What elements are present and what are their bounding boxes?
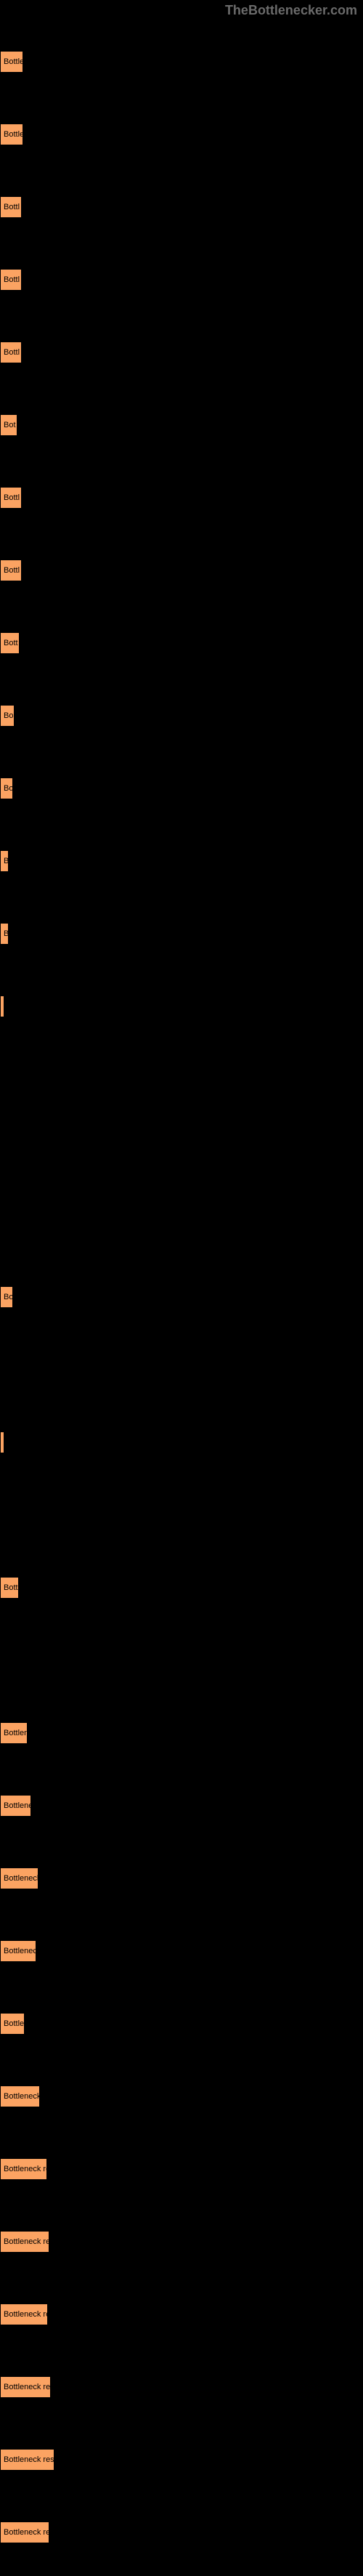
- bar: Bottle: [0, 51, 23, 73]
- bar-row: Bottleneck re: [0, 2133, 363, 2205]
- bar: Bo: [0, 778, 13, 799]
- bar-label: Bottleneck re: [4, 2237, 49, 2246]
- bar-row: Bot: [0, 389, 363, 461]
- bar-label: Bottl: [4, 348, 20, 357]
- bar-row: Bottl: [0, 243, 363, 316]
- bar-label: Bottleneck re: [4, 2165, 47, 2173]
- bar-row: Bottl: [0, 316, 363, 389]
- bar-chart: Bottle Bottle Bottl Bottl Bottl Bot Bottl Bottl…: [0, 18, 363, 2576]
- bar: B: [0, 923, 9, 945]
- bar: Bottlenec: [0, 1795, 31, 1817]
- bar: B: [0, 850, 9, 872]
- bar-row: Bottleneck: [0, 2060, 363, 2133]
- bar-label: Bott: [4, 639, 18, 647]
- bar-row: B: [0, 897, 363, 970]
- bar: [0, 1432, 4, 1453]
- bar-row: Bott: [0, 1551, 363, 1624]
- bar-label: Bottlene: [4, 1729, 28, 1737]
- bar-row: Bottleneck res: [0, 2423, 363, 2496]
- bar-row: Bottl: [0, 461, 363, 534]
- bar: Bottleneck res: [0, 2376, 51, 2398]
- bar: Bottl: [0, 269, 22, 291]
- bar-row: Bo: [0, 1261, 363, 1333]
- bar-label: Bottlenec: [4, 1947, 36, 1955]
- bar-row: [0, 1115, 363, 1188]
- bar-row: [0, 1406, 363, 1479]
- bar: Bottlene: [0, 1722, 28, 1744]
- bar-row: Bottleneck re: [0, 2205, 363, 2278]
- bar-row: Bottleneck res: [0, 2351, 363, 2423]
- bar: Bottl: [0, 487, 22, 509]
- bar: Bottleneck re: [0, 2522, 49, 2543]
- bar-row: Bottlenec: [0, 1769, 363, 1842]
- watermark: TheBottlenecker.com: [0, 0, 363, 18]
- bar-row: [0, 1624, 363, 1697]
- bar: Bottleneck re: [0, 2231, 49, 2253]
- bar-row: [0, 1479, 363, 1551]
- bar-row: Bottleneck res: [0, 2278, 363, 2351]
- bar: [0, 996, 4, 1017]
- bar: Bottleneck res: [0, 2304, 48, 2325]
- bar-label: Bo: [4, 711, 13, 720]
- bar: Bottler: [0, 2013, 25, 2035]
- bar-row: Bottler: [0, 1987, 363, 2060]
- bar-row: Bottleneck re: [0, 2496, 363, 2569]
- bar-row: Bottle: [0, 25, 363, 98]
- bar-row: [0, 970, 363, 1043]
- bar: Bottl: [0, 196, 22, 218]
- bar-row: Bottl: [0, 171, 363, 243]
- bar: Bottleneck: [0, 2086, 40, 2107]
- bar: Bottl: [0, 560, 22, 581]
- bar-label: Bottl: [4, 566, 20, 575]
- bar: Bo: [0, 1286, 13, 1308]
- bar-label: Bo: [4, 784, 13, 793]
- bar: Bottlenec: [0, 1940, 36, 1962]
- bar-row: Bo: [0, 679, 363, 752]
- bar-label: Bottlenec: [4, 1801, 31, 1810]
- bar: Bott: [0, 1577, 19, 1599]
- bar-row: Bottlene: [0, 1697, 363, 1769]
- bar-label: Bottler: [4, 2019, 25, 2028]
- bar: Bottleneck re: [0, 2158, 47, 2180]
- bar: Bottl: [0, 342, 22, 363]
- bar-row: [0, 1333, 363, 1406]
- bar-label: Bo: [4, 1293, 13, 1301]
- bar-row: Bottleneck: [0, 1842, 363, 1915]
- bar-label: Bottleneck re: [4, 2528, 49, 2537]
- bar-label: Bott: [4, 1583, 18, 1592]
- bar-row: Bott: [0, 607, 363, 679]
- bar-label: Bottl: [4, 275, 20, 284]
- bar: Bo: [0, 705, 15, 727]
- bar-row: [0, 1188, 363, 1261]
- bar-row: Bottl: [0, 534, 363, 607]
- bar-row: B: [0, 825, 363, 897]
- bar: Bottle: [0, 124, 23, 145]
- bar: Bottleneck: [0, 1868, 38, 1889]
- bar-label: Bottleneck res: [4, 2310, 48, 2319]
- bar-label: B: [4, 857, 9, 865]
- bar-label: Bottl: [4, 203, 20, 211]
- bar-label: B: [4, 929, 9, 938]
- bar-row: [0, 1043, 363, 1115]
- bar-label: Bottleneck res: [4, 2455, 54, 2464]
- bar-label: Bot: [4, 421, 16, 429]
- bar-label: Bottle: [4, 57, 23, 66]
- bar: Bot: [0, 414, 17, 436]
- bar-row: Bottlenec: [0, 1915, 363, 1987]
- bar-label: Bottle: [4, 130, 23, 139]
- bar-label: Bottleneck: [4, 2092, 40, 2101]
- bar-row: Bottle: [0, 98, 363, 171]
- bar-label: Bottleneck: [4, 1874, 38, 1883]
- bar-row: Bo: [0, 752, 363, 825]
- bar-label: Bottleneck res: [4, 2383, 51, 2391]
- bar: Bottleneck res: [0, 2449, 54, 2471]
- bar: Bott: [0, 632, 20, 654]
- bar-label: Bottl: [4, 493, 20, 502]
